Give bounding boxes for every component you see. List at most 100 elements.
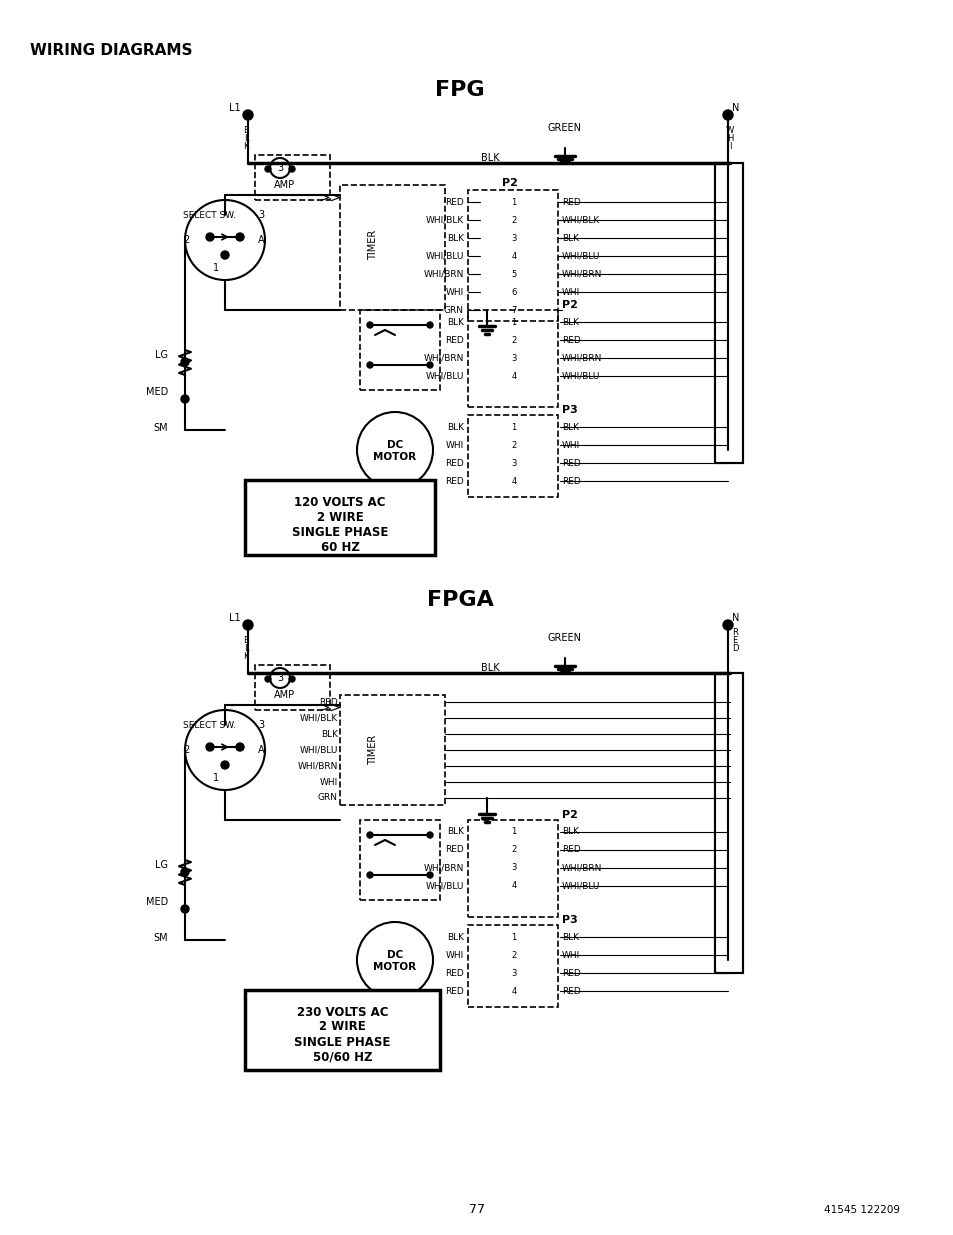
Text: WHI/BLK: WHI/BLK [425,215,463,225]
Text: BLK: BLK [447,422,463,431]
Text: WHI: WHI [445,288,463,296]
Text: DC: DC [387,440,403,450]
Text: P2: P2 [501,178,517,188]
Text: MED: MED [146,387,168,396]
Circle shape [181,395,189,403]
Text: RED: RED [445,987,463,995]
Text: SELECT SW.: SELECT SW. [183,720,235,730]
Text: 1: 1 [511,932,517,941]
Circle shape [235,233,244,241]
Bar [339,185,444,310]
Text: GRN: GRN [317,794,337,803]
Text: E: E [731,636,737,645]
Circle shape [722,620,732,630]
Text: A: A [257,745,264,755]
Text: K: K [243,142,249,151]
Text: RED: RED [445,458,463,468]
Text: GREEN: GREEN [547,634,581,643]
Text: W: W [725,126,734,135]
Text: RED: RED [445,336,463,345]
Bar [359,820,439,900]
Text: 4: 4 [511,252,517,261]
Text: 3: 3 [257,720,264,730]
Circle shape [206,743,213,751]
Text: 1: 1 [511,317,517,326]
Text: 3: 3 [276,163,283,173]
Text: B: B [243,636,249,645]
Text: TIMER: TIMER [368,230,377,261]
Text: SELECT SW.: SELECT SW. [183,210,235,220]
Text: WHI: WHI [445,951,463,960]
Text: R: R [731,627,737,636]
Text: 6: 6 [511,288,517,296]
Text: SM: SM [153,424,168,433]
Text: WHI/BRN: WHI/BRN [423,269,463,279]
Text: RED: RED [445,846,463,855]
Circle shape [427,832,433,839]
Text: DC: DC [387,950,403,960]
Text: 2: 2 [511,215,517,225]
Text: WHI/BLU: WHI/BLU [425,882,463,890]
Circle shape [367,832,373,839]
Text: GRN: GRN [443,305,463,315]
Bar [339,695,444,805]
Circle shape [427,872,433,878]
Text: 41545 122209: 41545 122209 [823,1205,899,1215]
Text: 4: 4 [511,987,517,995]
Text: L: L [243,133,248,142]
Text: WHI/BLU: WHI/BLU [425,252,463,261]
Text: FPGA: FPGA [426,590,493,610]
Text: BLK: BLK [480,153,498,163]
Bar [468,190,558,321]
Text: 50/60 HZ: 50/60 HZ [313,1051,372,1063]
Text: 4: 4 [511,372,517,380]
Text: BLK: BLK [447,827,463,836]
Circle shape [367,322,373,329]
Text: L: L [243,643,248,652]
Bar [245,990,439,1070]
Text: L1: L1 [229,613,241,622]
Bar [714,673,742,973]
Text: 1: 1 [213,773,219,783]
Circle shape [289,676,294,682]
Bar [714,673,742,973]
Text: 120 VOLTS AC: 120 VOLTS AC [294,496,385,509]
Text: 2: 2 [511,336,517,345]
Text: N: N [731,103,739,112]
Text: RED: RED [561,458,580,468]
Text: WHI/BLU: WHI/BLU [561,372,599,380]
Text: WHI: WHI [319,778,337,787]
Text: BLK: BLK [561,827,578,836]
Text: D: D [731,643,738,652]
Circle shape [265,676,271,682]
Text: 1: 1 [511,198,517,206]
Text: WHI/BLU: WHI/BLU [561,882,599,890]
Text: BLK: BLK [561,233,578,242]
Text: WHI/BRN: WHI/BRN [297,762,337,771]
Text: WHI/BLU: WHI/BLU [561,252,599,261]
Text: P2: P2 [561,810,578,820]
Text: BLK: BLK [447,317,463,326]
Text: RED: RED [445,198,463,206]
Text: WHI/BRN: WHI/BRN [423,863,463,872]
Circle shape [427,362,433,368]
Text: WHI/BLU: WHI/BLU [425,372,463,380]
Text: WHI/BRN: WHI/BRN [561,353,601,363]
Text: A: A [257,235,264,245]
Text: >>: >> [318,701,341,715]
Text: 230 VOLTS AC: 230 VOLTS AC [296,1005,388,1019]
Text: 1: 1 [213,263,219,273]
Text: WIRING DIAGRAMS: WIRING DIAGRAMS [30,42,193,58]
Circle shape [243,620,253,630]
Text: BLK: BLK [561,317,578,326]
Text: 2 WIRE: 2 WIRE [319,1020,366,1034]
Circle shape [181,868,189,876]
Text: BLK: BLK [480,663,498,673]
Text: 3: 3 [276,673,283,683]
Text: WHI/BRN: WHI/BRN [561,863,601,872]
Circle shape [367,362,373,368]
Circle shape [722,110,732,120]
Text: 2: 2 [511,846,517,855]
Text: 2: 2 [183,235,189,245]
Text: 7: 7 [511,305,517,315]
